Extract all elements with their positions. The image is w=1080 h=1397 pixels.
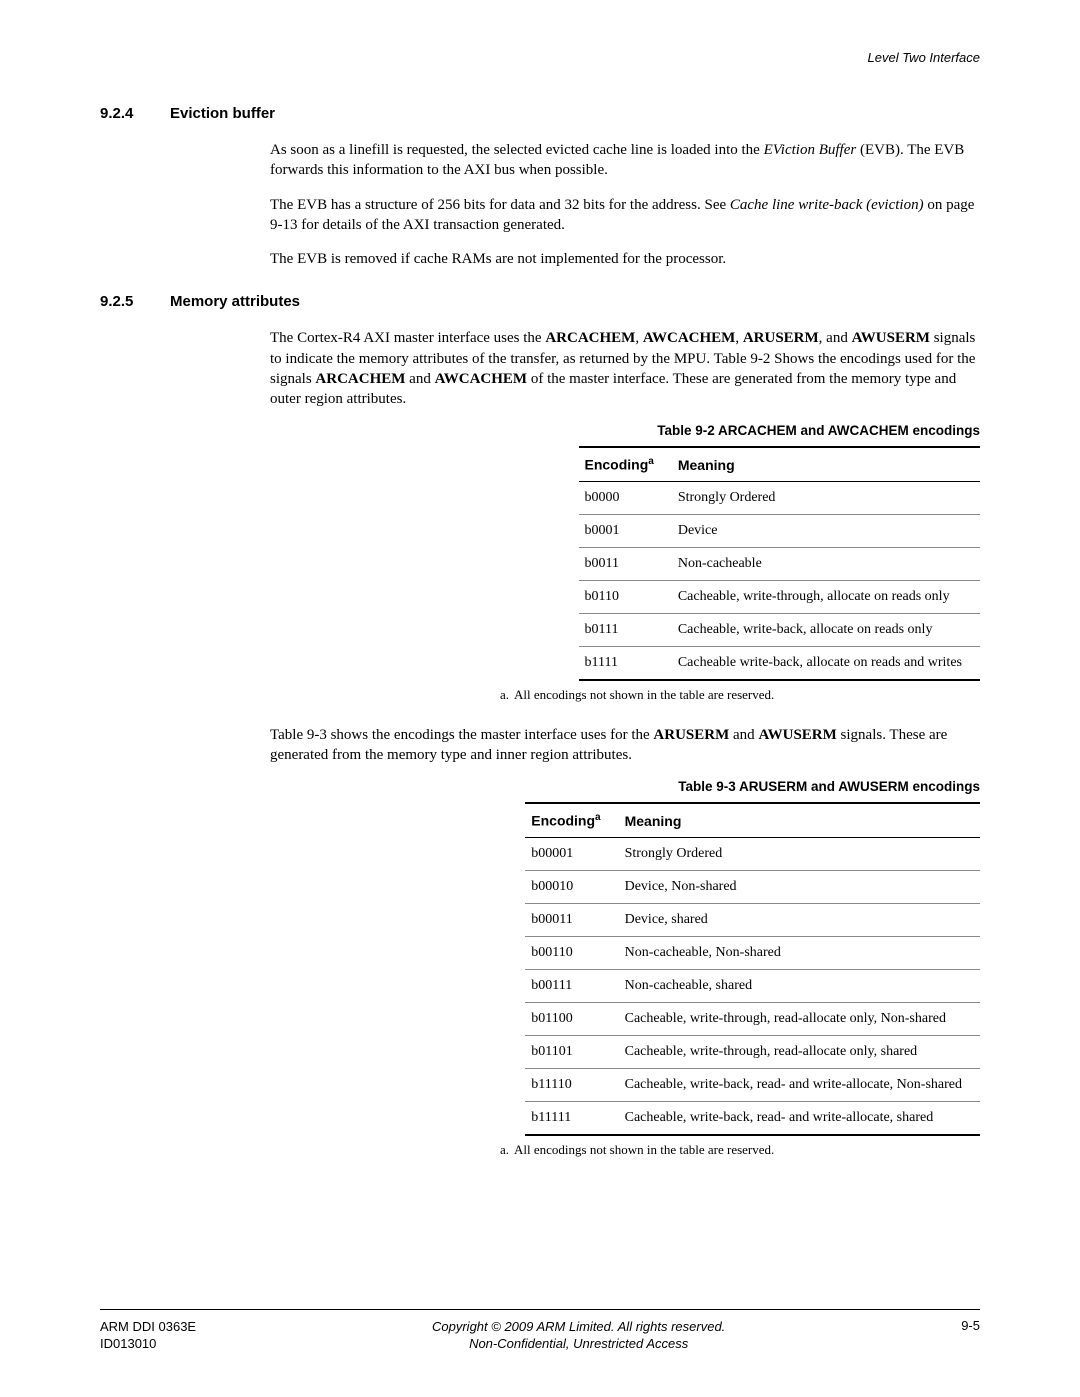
- table-row: b11111Cacheable, write-back, read- and w…: [525, 1102, 980, 1136]
- table-row: b01101Cacheable, write-through, read-all…: [525, 1036, 980, 1069]
- table-cell: Device, shared: [619, 904, 980, 937]
- section-memory-attributes: 9.2.5 Memory attributes The Cortex-R4 AX…: [100, 293, 980, 1158]
- table-row: b0000Strongly Ordered: [579, 481, 981, 514]
- paragraph: Table 9-3 shows the encodings the master…: [270, 725, 980, 766]
- table-cell: Cacheable, write-through, read-allocate …: [619, 1003, 980, 1036]
- footer-right: 9-5: [961, 1318, 980, 1353]
- table-cell: b0000: [579, 481, 672, 514]
- table-row: b0001Device: [579, 514, 981, 547]
- table-header: Meaning: [672, 447, 980, 481]
- table-1-wrap: Table 9-2 ARCACHEM and AWCACHEM encoding…: [480, 423, 980, 703]
- table-row: b00010Device, Non-shared: [525, 871, 980, 904]
- table-header: Encodinga: [525, 803, 618, 837]
- table-cell: b01101: [525, 1036, 618, 1069]
- table-cell: b0110: [579, 580, 672, 613]
- paragraph: The EVB is removed if cache RAMs are not…: [270, 249, 980, 269]
- footer-center: Copyright © 2009 ARM Limited. All rights…: [432, 1318, 725, 1353]
- table-row: b00001Strongly Ordered: [525, 838, 980, 871]
- table-row: b0011Non-cacheable: [579, 547, 981, 580]
- footer-left: ARM DDI 0363E ID013010: [100, 1318, 196, 1353]
- table-cell: Non-cacheable: [672, 547, 980, 580]
- paragraph: The EVB has a structure of 256 bits for …: [270, 195, 980, 236]
- table-caption: Table 9-2 ARCACHEM and AWCACHEM encoding…: [480, 423, 980, 438]
- table-row: b00110Non-cacheable, Non-shared: [525, 937, 980, 970]
- table-cell: Strongly Ordered: [672, 481, 980, 514]
- table-body-1: b0000Strongly Orderedb0001Deviceb0011Non…: [579, 481, 981, 680]
- section-number: 9.2.4: [100, 105, 170, 122]
- table-cell: b11110: [525, 1069, 618, 1102]
- table-cell: Device, Non-shared: [619, 871, 980, 904]
- table-cell: Cacheable write-back, allocate on reads …: [672, 646, 980, 680]
- section-title: Memory attributes: [170, 293, 300, 310]
- table-cell: b00110: [525, 937, 618, 970]
- table-cell: b1111: [579, 646, 672, 680]
- table-row: b00111Non-cacheable, shared: [525, 970, 980, 1003]
- table-row: b00011Device, shared: [525, 904, 980, 937]
- table-cell: b00011: [525, 904, 618, 937]
- section-heading: 9.2.5 Memory attributes: [100, 293, 980, 310]
- table-cell: b00111: [525, 970, 618, 1003]
- section-title: Eviction buffer: [170, 105, 275, 122]
- table-cell: Non-cacheable, Non-shared: [619, 937, 980, 970]
- section-eviction-buffer: 9.2.4 Eviction buffer As soon as a linef…: [100, 105, 980, 269]
- table-cell: Cacheable, write-back, read- and write-a…: [619, 1069, 980, 1102]
- table-header: Encodinga: [579, 447, 672, 481]
- table-cell: b01100: [525, 1003, 618, 1036]
- table-cell: Non-cacheable, shared: [619, 970, 980, 1003]
- paragraph: The Cortex-R4 AXI master interface uses …: [270, 328, 980, 409]
- table-cell: b0111: [579, 613, 672, 646]
- table-2-wrap: Table 9-3 ARUSERM and AWUSERM encodings …: [480, 779, 980, 1158]
- table-cell: Cacheable, write-back, allocate on reads…: [672, 613, 980, 646]
- table-cell: Device: [672, 514, 980, 547]
- table-caption: Table 9-3 ARUSERM and AWUSERM encodings: [480, 779, 980, 794]
- table-cell: Cacheable, write-through, read-allocate …: [619, 1036, 980, 1069]
- paragraph: As soon as a linefill is requested, the …: [270, 140, 980, 181]
- table-cell: b00001: [525, 838, 618, 871]
- section-number: 9.2.5: [100, 293, 170, 310]
- table-cell: Cacheable, write-through, allocate on re…: [672, 580, 980, 613]
- table-note: a. All encodings not shown in the table …: [480, 687, 980, 703]
- arcachem-table: Encodinga Meaning b0000Strongly Orderedb…: [579, 446, 981, 681]
- table-cell: b0011: [579, 547, 672, 580]
- page-header: Level Two Interface: [100, 50, 980, 65]
- aruserm-table: Encodinga Meaning b00001Strongly Ordered…: [525, 802, 980, 1136]
- table-note: a. All encodings not shown in the table …: [480, 1142, 980, 1158]
- table-cell: b0001: [579, 514, 672, 547]
- table-row: b01100Cacheable, write-through, read-all…: [525, 1003, 980, 1036]
- table-row: b11110Cacheable, write-back, read- and w…: [525, 1069, 980, 1102]
- table-row: b0111Cacheable, write-back, allocate on …: [579, 613, 981, 646]
- header-title: Level Two Interface: [868, 50, 980, 65]
- table-cell: Strongly Ordered: [619, 838, 980, 871]
- table-cell: b00010: [525, 871, 618, 904]
- table-cell: Cacheable, write-back, read- and write-a…: [619, 1102, 980, 1136]
- section-heading: 9.2.4 Eviction buffer: [100, 105, 980, 122]
- page-footer: ARM DDI 0363E ID013010 Copyright © 2009 …: [100, 1309, 980, 1353]
- table-cell: b11111: [525, 1102, 618, 1136]
- table-body-2: b00001Strongly Orderedb00010Device, Non-…: [525, 838, 980, 1136]
- table-header: Meaning: [619, 803, 980, 837]
- table-row: b1111Cacheable write-back, allocate on r…: [579, 646, 981, 680]
- table-row: b0110Cacheable, write-through, allocate …: [579, 580, 981, 613]
